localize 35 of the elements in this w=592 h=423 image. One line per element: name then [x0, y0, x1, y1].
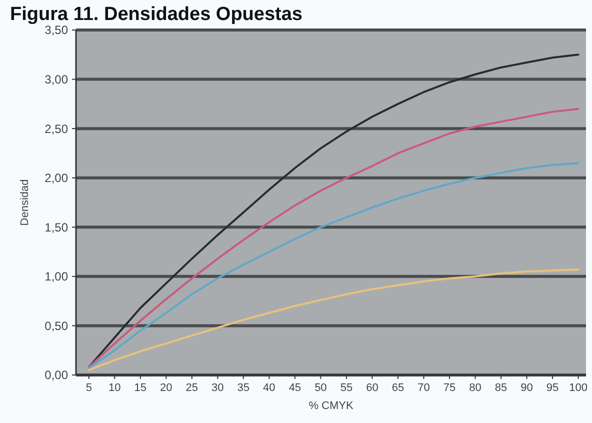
x-tick-label: 95: [546, 382, 559, 394]
x-axis-title: % CMYK: [308, 400, 354, 412]
x-tick-label: 50: [314, 382, 327, 394]
line-series: [88, 268, 580, 372]
y-tick-label: 2,00: [44, 171, 68, 186]
y-axis-title: Densidad: [19, 179, 31, 226]
x-tick-label: 80: [469, 382, 482, 394]
y-tick-label: 3,00: [44, 72, 68, 86]
x-tick-label: 75: [443, 382, 456, 394]
y-tick-label: 3,50: [44, 23, 68, 38]
x-tick-label: 40: [263, 382, 276, 394]
x-tick-label: 45: [288, 382, 302, 394]
y-tick-label: 1,00: [44, 270, 68, 284]
x-tick-label: 5: [86, 382, 92, 394]
x-tick-label: 90: [520, 382, 533, 394]
x-tick-label: 25: [186, 382, 198, 394]
line-series: [88, 108, 580, 368]
line-series: [88, 54, 580, 368]
x-tick-label: 20: [160, 382, 172, 394]
x-tick-label: 70: [418, 382, 430, 394]
y-tick-label: 0,00: [44, 368, 68, 382]
x-tick-label: 60: [366, 382, 378, 394]
y-tick-label: 1,50: [44, 220, 68, 234]
y-tick-label: 0,50: [44, 318, 68, 333]
line-series: [88, 162, 580, 370]
x-tick-label: 55: [340, 382, 353, 394]
x-tick-label: 10: [108, 382, 121, 394]
x-tick-label: 35: [237, 382, 250, 394]
chart-title: Figura 11. Densidades Opuestas: [10, 4, 302, 25]
x-tick-label: 85: [494, 382, 508, 394]
x-tick-label: 15: [134, 382, 147, 394]
y-tick-label: 2,50: [44, 122, 68, 136]
x-tick-label: 65: [392, 382, 404, 394]
x-tick-label: 100: [569, 382, 588, 394]
x-tick-label: 30: [212, 382, 224, 394]
